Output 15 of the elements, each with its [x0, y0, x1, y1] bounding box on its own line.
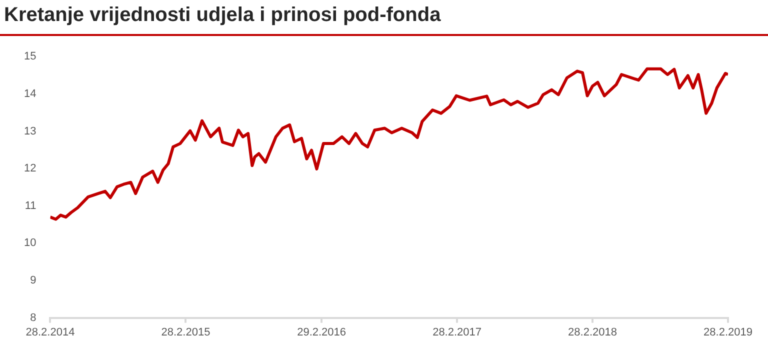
x-tick-label: 28.2.2019 — [704, 326, 752, 338]
x-tick-label: 28.2.2017 — [432, 326, 482, 338]
y-tick-label: 13 — [24, 125, 36, 138]
y-tick-label: 8 — [30, 312, 36, 324]
x-tick-label: 28.2.2015 — [161, 326, 210, 338]
x-tick-label: 28.2.2018 — [568, 326, 617, 338]
x-tick-label: 28.2.2014 — [26, 326, 75, 338]
y-tick-label: 15 — [24, 50, 36, 63]
y-tick-label: 10 — [24, 237, 36, 250]
y-tick-label: 12 — [24, 162, 36, 175]
y-tick-label: 14 — [24, 88, 36, 100]
chart-title: Kretanje vrijednosti udjela i prinosi pod-fonda — [4, 4, 441, 27]
y-tick-label: 9 — [30, 274, 36, 287]
x-tick-label: 29.2.2016 — [297, 326, 346, 338]
y-tick-label: 11 — [24, 200, 36, 212]
